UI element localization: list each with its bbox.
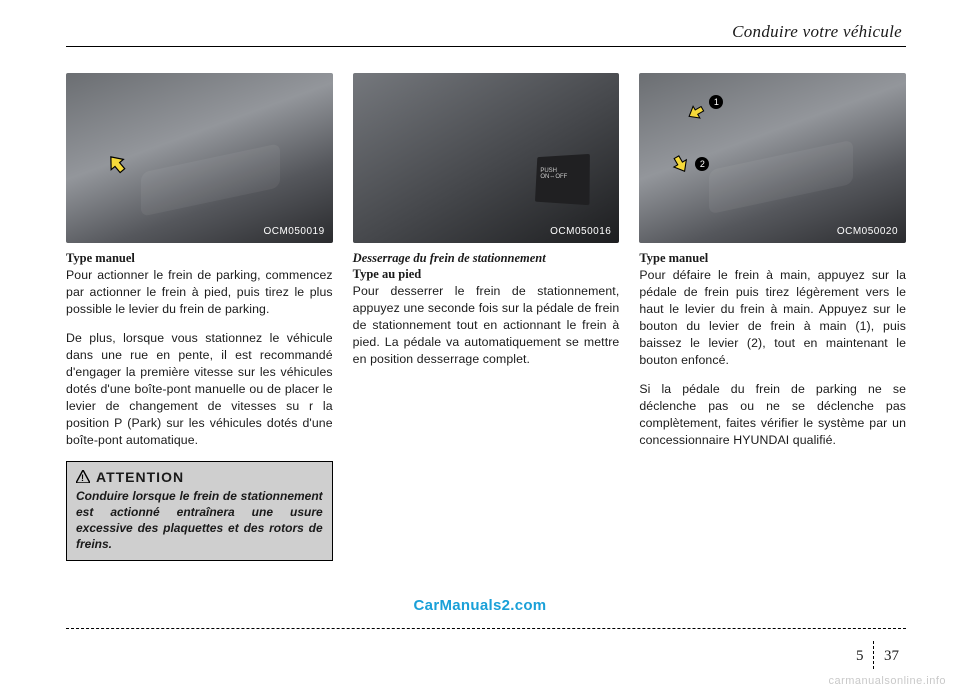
col3-para2: Si la pédale du frein de parking ne se d… — [639, 381, 906, 449]
col2-heading-italic: Desserrage du frein de stationnement — [353, 251, 620, 266]
manual-page: Conduire votre véhicule OCM050019 Type m… — [0, 0, 960, 689]
warning-body: Conduire lorsque le frein de stationneme… — [76, 488, 323, 553]
label-2: 2 — [695, 157, 709, 171]
footer-rule — [66, 628, 906, 629]
col1-heading: Type manuel — [66, 251, 333, 266]
page-header: Conduire votre véhicule — [66, 22, 906, 42]
arrow-2-icon — [667, 150, 697, 180]
page-number-sep — [873, 641, 874, 669]
warning-box: ! ATTENTION Conduire lorsque le frein de… — [66, 461, 333, 562]
pedal-text: PUSHON⇔OFF — [540, 168, 567, 181]
figure-2: PUSHON⇔OFF OCM050016 — [353, 73, 620, 243]
col3-heading: Type manuel — [639, 251, 906, 266]
warning-title: ! ATTENTION — [76, 469, 323, 486]
col3-para1: Pour défaire le frein à main, appuyez su… — [639, 267, 906, 369]
site-watermark: carmanualsonline.info — [828, 675, 946, 687]
arrow-1-icon — [681, 99, 709, 127]
svg-text:!: ! — [81, 473, 85, 483]
column-2: PUSHON⇔OFF OCM050016 Desserrage du frein… — [353, 73, 620, 561]
col1-para1: Pour actionner le frein de parking, comm… — [66, 267, 333, 318]
page-in-chapter: 37 — [884, 648, 906, 665]
figure-1: OCM050019 — [66, 73, 333, 243]
watermark: CarManuals2.com — [414, 597, 547, 614]
arrow-up-icon — [99, 146, 133, 180]
columns: OCM050019 Type manuel Pour actionner le … — [66, 73, 906, 561]
col1-para2: De plus, lorsque vous stationnez le véhi… — [66, 330, 333, 449]
warning-title-text: ATTENTION — [96, 469, 184, 485]
column-1: OCM050019 Type manuel Pour actionner le … — [66, 73, 333, 561]
column-3: 1 2 OCM050020 Type manuel Pour défaire l… — [639, 73, 906, 561]
col2-heading: Type au pied — [353, 267, 620, 282]
figure-3: 1 2 OCM050020 — [639, 73, 906, 243]
warning-triangle-icon: ! — [76, 470, 90, 486]
label-1: 1 — [709, 95, 723, 109]
figure-3-id: OCM050020 — [837, 226, 898, 237]
col2-para1: Pour desserrer le frein de stationnement… — [353, 283, 620, 368]
page-number: 5 37 — [842, 641, 907, 669]
chapter-number: 5 — [842, 648, 864, 665]
figure-1-id: OCM050019 — [263, 226, 324, 237]
figure-2-id: OCM050016 — [550, 226, 611, 237]
header-rule — [66, 46, 906, 47]
